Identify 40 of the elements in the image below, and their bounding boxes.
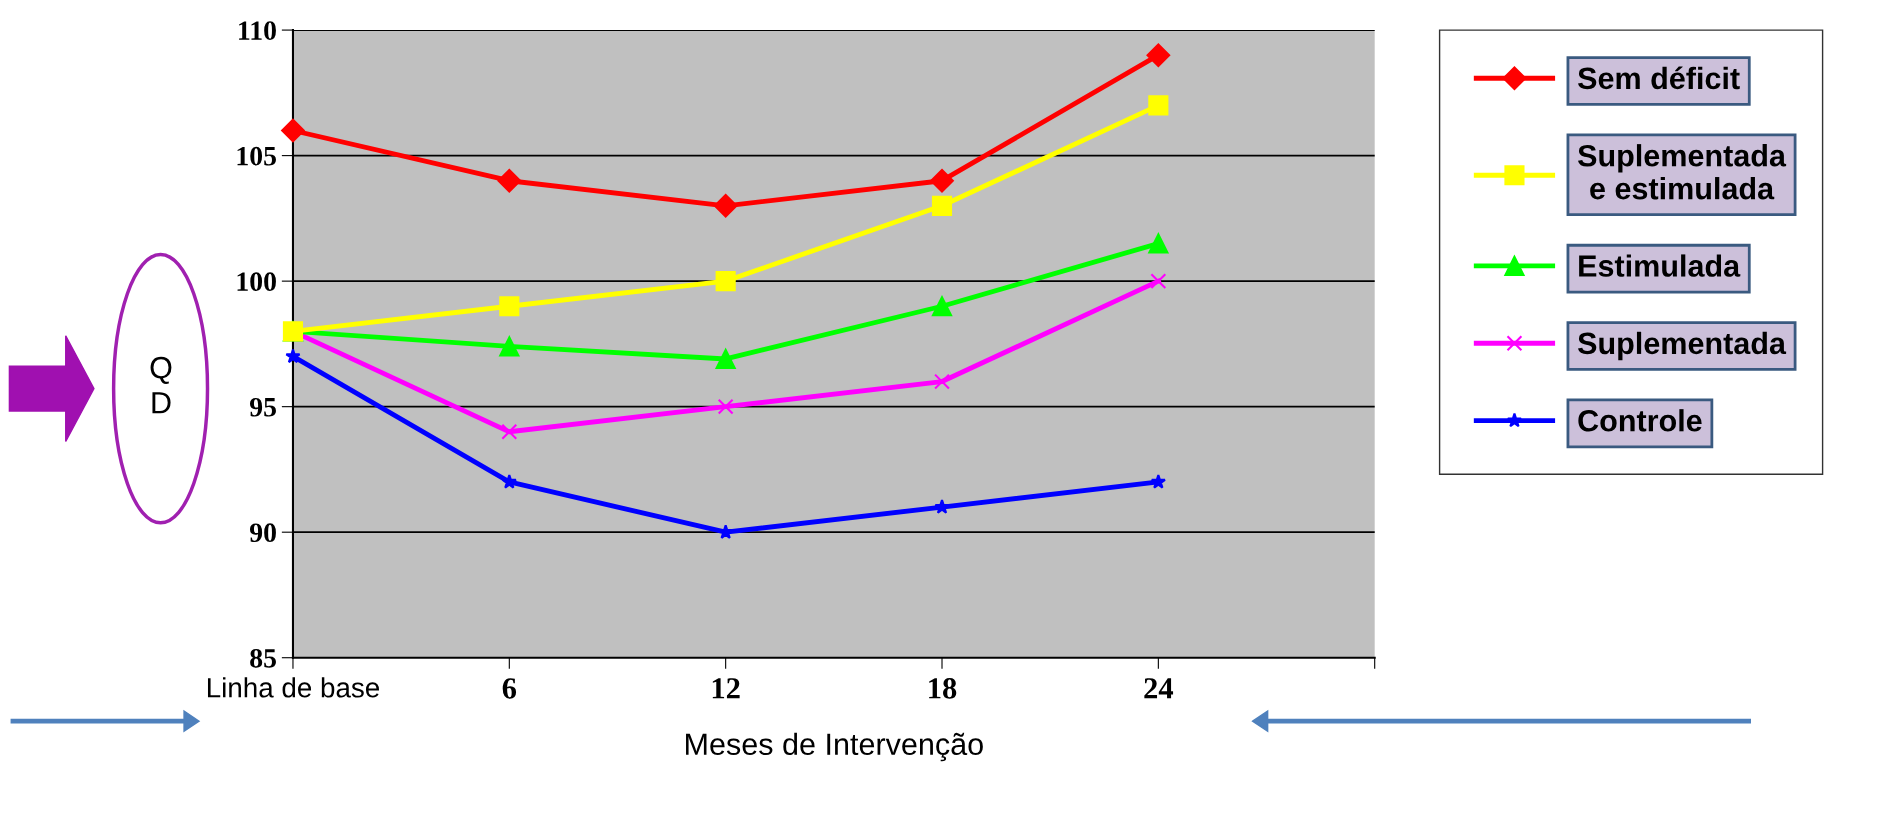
- point: [715, 348, 736, 370]
- legend-label: Suplementada: [1577, 331, 1787, 361]
- point: [285, 348, 301, 364]
- point: [499, 296, 520, 317]
- x-tick-label: 18: [929, 678, 957, 699]
- legend-label: Controle: [1578, 409, 1702, 432]
- y-axis-title: Q D: [150, 356, 172, 414]
- point: [499, 336, 520, 357]
- y-tick-label: 100: [237, 272, 276, 292]
- legend-label: Suplementada e estimulada: [1577, 144, 1787, 200]
- x-tick-label: 6: [502, 678, 517, 699]
- x-tick-label: Linha de base: [207, 677, 380, 698]
- point: [501, 473, 517, 489]
- point: [931, 296, 953, 317]
- point: [1150, 273, 1167, 290]
- x-tick-label: 12: [712, 678, 740, 699]
- point: [718, 524, 734, 539]
- y-tick-label: 110: [239, 21, 276, 40]
- x-axis-title: Meses de Intervenção: [686, 732, 983, 762]
- legend-label: Sem déficit: [1577, 66, 1740, 90]
- point: [281, 118, 305, 143]
- point: [497, 168, 522, 193]
- point: [1150, 473, 1166, 489]
- y-tick-label: 85: [250, 648, 276, 668]
- point: [931, 195, 953, 216]
- point: [934, 499, 950, 514]
- point: [717, 398, 734, 415]
- y-tick-label: 105: [237, 146, 276, 166]
- point: [713, 193, 738, 218]
- point: [501, 423, 518, 440]
- x-tick-label: 24: [1144, 678, 1174, 699]
- point: [1146, 43, 1171, 68]
- point: [1148, 95, 1169, 116]
- legend-label: Estimulada: [1579, 254, 1741, 277]
- point: [930, 168, 954, 193]
- y-tick-label: 90: [249, 523, 276, 543]
- y-tick-label: 95: [249, 397, 276, 417]
- point: [1148, 233, 1169, 254]
- point: [934, 373, 950, 390]
- point: [715, 271, 736, 292]
